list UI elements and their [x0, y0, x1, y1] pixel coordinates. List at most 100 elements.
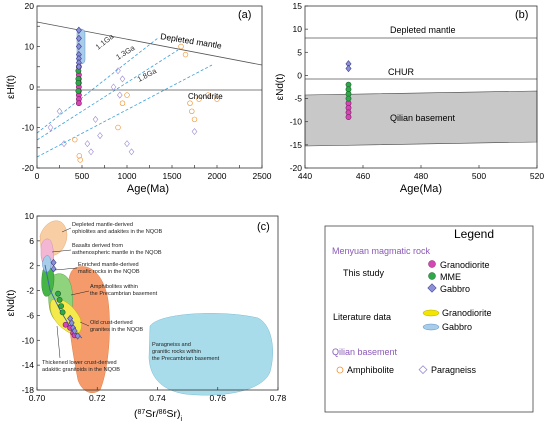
paragneiss-point — [47, 124, 54, 131]
y-tick-label: -10 — [22, 123, 35, 133]
model-line-1.1ga — [36, 37, 159, 134]
depleted-mantle-line — [36, 21, 263, 66]
mme-point — [55, 290, 61, 297]
annotation-depleted-mantle-ophiolites: Depleted mantle-derived ophiolites and ad… — [72, 222, 162, 235]
x-tick-label: 0.74 — [149, 393, 166, 403]
annotation-paragneiss-granitic: Paragneiss and granitic rocks within the P… — [152, 342, 220, 362]
panel-a-plot-area — [36, 21, 263, 163]
y-tick-label: -2 — [26, 286, 34, 296]
x-tick-label: 2000 — [208, 171, 227, 181]
x-tick-label: 2500 — [253, 171, 272, 181]
x-tick-label: 480 — [414, 171, 428, 181]
granodiorite-point — [75, 100, 82, 107]
mme-point — [75, 80, 82, 86]
x-tick-label: 0.78 — [270, 393, 287, 403]
panel-b-xlabel: Age(Ma) — [400, 183, 442, 195]
amphibolite-point — [119, 100, 126, 106]
y-tick-label: 0 — [29, 82, 34, 92]
paragneiss-point — [128, 148, 135, 156]
x-tick-label: 500 — [472, 171, 486, 181]
legend-lit-granodiorite-label: Granodiorite — [442, 308, 492, 318]
gabbro-point — [75, 63, 82, 71]
panel-c-ylabel: εNd(t) — [6, 290, 17, 317]
legend-lit-granodiorite-marker — [422, 309, 440, 317]
legend-gabbro-label: Gabbro — [440, 284, 470, 294]
model-line-1.3ga — [36, 49, 179, 141]
y-tick-label: 10 — [25, 42, 35, 52]
amphibolite-point — [124, 92, 130, 98]
x-tick-label: 0 — [35, 171, 40, 181]
label-1.8ga: 1.8Ga — [136, 66, 159, 84]
annotation-enriched-mantle: Enriched mantle-derived mafic rocks in th… — [78, 262, 140, 275]
amphibolite-point — [115, 124, 121, 131]
paragneiss-point — [88, 148, 94, 156]
gabbro-point — [50, 265, 57, 273]
gabbro-point — [74, 332, 81, 340]
granodiorite-point — [62, 321, 69, 328]
panel-a: (a) Depleted mantle Chondrite 1.1Ga 1.3G… — [6, 1, 272, 195]
panel-c-ticks: 0.70 0.72 0.74 0.76 0.78 10 6 2 -2 -6 -10 -14 -18 — [22, 211, 287, 403]
arrow-old-crust — [79, 321, 90, 327]
y-tick-label: 6 — [29, 236, 34, 246]
legend-title: Legend — [454, 227, 494, 241]
panel-a-frame — [36, 5, 263, 169]
y-tick-label: -14 — [22, 360, 35, 370]
panel-b: (b) Depleted mantle CHUR Qilian basement… — [275, 1, 544, 195]
panel-a-xlabel: Age(Ma) — [127, 183, 169, 195]
paragneiss-field-c — [148, 313, 273, 396]
legend-mme-marker — [428, 272, 436, 280]
y-tick-label: -10 — [22, 335, 35, 345]
paragneiss-point — [61, 140, 67, 148]
model-line-1.8ga — [36, 64, 213, 158]
annotation-thickened-lower-crust: Thickened lower crust-derived adakitic gr… — [42, 360, 120, 373]
paragneiss-point — [117, 91, 123, 99]
annotation-old-crust-granites: Old crust-derived granites in the NQOB — [90, 320, 143, 333]
panel-c-plot-area — [39, 220, 273, 396]
legend: Legend Menyuan magmatic rock This study … — [324, 225, 534, 413]
paragneiss-point — [119, 75, 126, 83]
amphibolite-point — [178, 43, 184, 50]
granodiorite-point — [345, 114, 352, 120]
legend-literature: Literature data — [333, 312, 391, 322]
panel-c-annotations: Depleted mantle-derived ophiolites and ad… — [42, 222, 220, 373]
panel-a-label: (a) — [238, 9, 251, 21]
legend-paragneiss-marker — [418, 365, 428, 375]
gabbro-point — [71, 327, 78, 335]
chur-label: CHUR — [388, 67, 414, 77]
chondrite-label: Chondrite — [188, 92, 223, 101]
amphibolite-point — [76, 153, 83, 159]
panel-c-arrows — [51, 227, 90, 359]
mme-point — [59, 309, 66, 316]
panel-b-ylabel: εNd(t) — [275, 74, 286, 101]
x-tick-label: 0.72 — [89, 393, 106, 403]
mme-point — [56, 296, 63, 303]
amphibolite-point — [77, 157, 83, 163]
legend-this-study: This study — [343, 268, 385, 278]
panel-b-label: (b) — [515, 9, 528, 21]
arrow-enriched-mantle — [54, 267, 78, 271]
legend-lit-gabbro-label: Gabbro — [442, 322, 472, 332]
depleted-mantle-label-a: Depleted mantle — [160, 31, 223, 51]
gabbro-point — [75, 26, 82, 34]
label-1.1ga: 1.1Ga — [94, 31, 116, 51]
y-tick-label: 20 — [25, 1, 35, 11]
legend-paragneiss-label: Paragneiss — [431, 365, 477, 375]
legend-group-menyuan: Menyuan magmatic rock — [332, 246, 431, 256]
qilian-basement-label: Qilian basement — [390, 113, 456, 123]
y-tick-label: -18 — [22, 385, 35, 395]
depleted-mantle-label-b: Depleted mantle — [390, 25, 456, 35]
amphibolite-point — [72, 136, 78, 143]
y-tick-label: 0 — [297, 70, 302, 80]
amphibolite-point — [182, 51, 189, 58]
annotation-amphibolites: Amphibolites within the Precambrian basem… — [90, 284, 158, 297]
paragneiss-point — [110, 83, 117, 91]
amphibolite-point — [205, 92, 211, 98]
legend-granodiorite-label: Granodiorite — [440, 260, 490, 270]
paragneiss-point — [191, 128, 198, 136]
x-tick-label: 440 — [298, 171, 312, 181]
y-tick-label: 15 — [293, 1, 303, 11]
legend-lit-gabbro-marker — [422, 323, 440, 331]
legend-amphibolite-label: Amphibolite — [347, 365, 394, 375]
annotation-basalts: Basalts derived from asthenospheric mantl… — [72, 243, 162, 256]
label-1.3ga: 1.3Ga — [114, 43, 137, 62]
